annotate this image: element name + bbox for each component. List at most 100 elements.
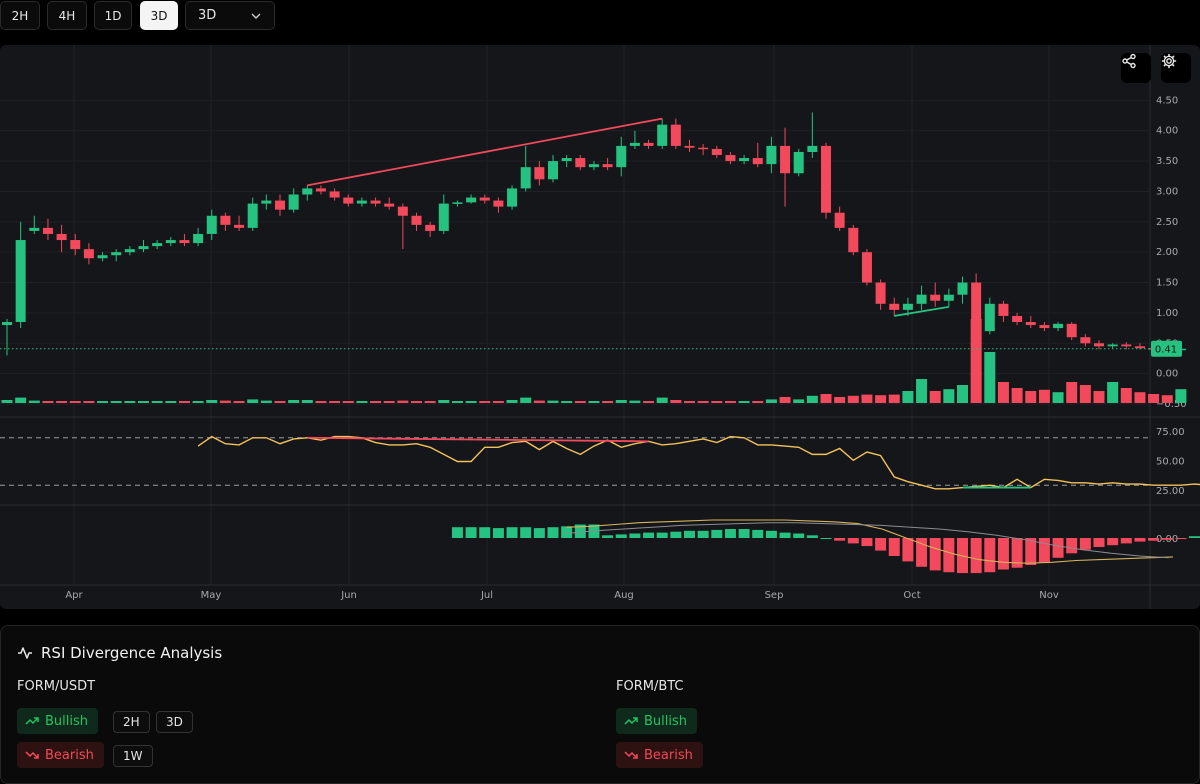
volume-bar (233, 401, 245, 403)
candle-body (629, 142, 640, 146)
candle-body (725, 155, 736, 162)
macd-histogram-bar (643, 532, 655, 538)
candle-body (15, 240, 26, 323)
macd-histogram-bar (984, 538, 996, 573)
candle-body (861, 252, 872, 283)
rsi-tick-label: 25.00 (1156, 486, 1185, 497)
candle-body (288, 194, 299, 210)
candle-body (1039, 325, 1050, 329)
volume-bar (724, 401, 736, 403)
volume-bar (1052, 392, 1064, 403)
volume-bar (943, 389, 955, 403)
timeframe-2h-button[interactable]: 2H (0, 1, 40, 30)
candle-body (548, 161, 558, 180)
volume-bar (643, 401, 655, 403)
macd-histogram-bar (506, 527, 518, 538)
candle-body (479, 197, 490, 201)
candle-body (520, 167, 531, 189)
candlestick-chart[interactable]: Apr May Jun Jul Aug Sep Oct Nov 4.50 4.00 3.50 3.00… (0, 45, 1200, 609)
macd-histogram-bar (793, 533, 805, 538)
y-tick-label: 1.50 (1156, 278, 1178, 289)
candle-body (1121, 344, 1132, 347)
candle-body (807, 145, 818, 152)
bullish-timeframe-chip[interactable]: 2H (113, 711, 150, 733)
y-tick-label: 1.00 (1156, 308, 1178, 319)
volume-bar (875, 395, 887, 403)
bearish-badge-form-btc[interactable]: Bearish (616, 742, 703, 768)
candle-body (971, 282, 982, 332)
volume-bar (1038, 389, 1050, 403)
x-tick-label: May (201, 590, 222, 601)
candle-body (261, 200, 272, 204)
macd-histogram-bar (684, 530, 695, 538)
bullish-badge-form-btc[interactable]: Bullish (616, 708, 698, 734)
volume-bar (574, 401, 586, 403)
x-tick-label: Jun (340, 590, 357, 601)
volume-bar (916, 379, 928, 403)
macd-histogram-bar (1161, 538, 1173, 540)
pair-name-form-usdt: FORM/USDT (17, 679, 96, 694)
candle-body (397, 206, 408, 216)
share-button[interactable] (1121, 53, 1151, 83)
volume-bar (1066, 382, 1078, 403)
card-title: RSI Divergence Analysis (17, 642, 222, 664)
y-tick-label: 4.50 (1156, 95, 1178, 106)
volume-bar (451, 401, 463, 403)
bullish-timeframe-chip[interactable]: 3D (156, 711, 193, 733)
bearish-label: Bearish (45, 747, 94, 763)
volume-bar (479, 401, 491, 403)
candle-body (1066, 323, 1077, 338)
rsi-line (197, 435, 1200, 490)
candle-body (930, 294, 941, 301)
price-chart-panel[interactable]: Apr May Jun Jul Aug Sep Oct Nov 4.50 4.00 3.50 3.00… (0, 45, 1200, 609)
candle-body (124, 249, 135, 253)
macd-histogram-bar (547, 527, 559, 538)
volume-bar (151, 401, 163, 403)
volume-bar (138, 401, 149, 403)
volume-bar (561, 401, 573, 403)
volume-bar (424, 401, 436, 403)
timeframe-select[interactable]: 3D (185, 1, 275, 30)
candle-body (152, 243, 163, 247)
x-tick-label: Jul (480, 590, 493, 601)
candle-body (97, 255, 108, 259)
pair-name-form-btc: FORM/BTC (616, 679, 684, 694)
macd-histogram-bar (970, 538, 982, 574)
candle-body (356, 200, 367, 204)
volume-bar (834, 397, 846, 403)
volume-bar (847, 395, 859, 403)
candle-body (943, 294, 954, 301)
y-tick-label: 3.00 (1156, 186, 1178, 197)
bearish-timeframe-chip[interactable]: 1W (113, 745, 153, 767)
macd-histogram-bar (615, 534, 627, 538)
volume-bar (984, 352, 996, 403)
x-tick-label: Aug (614, 590, 634, 601)
volume-bar (83, 401, 95, 403)
candle-body (984, 303, 995, 332)
volume-bar (684, 401, 695, 403)
volume-bar (260, 400, 272, 403)
bearish-badge-form-usdt[interactable]: Bearish (17, 742, 104, 768)
timeframe-3d-button[interactable]: 3D (140, 1, 178, 30)
volume-bar (165, 401, 177, 403)
bullish-badge-form-usdt[interactable]: Bullish (17, 708, 99, 734)
settings-button[interactable] (1161, 53, 1191, 83)
volume-bar (902, 391, 914, 403)
last-price-tag (1151, 340, 1182, 357)
volume-bar (69, 401, 81, 403)
card-title-text: RSI Divergence Analysis (41, 644, 223, 662)
macd-histogram-bar (1175, 538, 1187, 539)
macd-histogram-bar (834, 538, 846, 541)
volume-bar (288, 400, 300, 403)
macd-signal-line (566, 522, 1169, 559)
macd-histogram-bar (916, 538, 928, 567)
bearish-label: Bearish (644, 747, 693, 763)
macd-histogram-bar (1025, 538, 1037, 565)
volume-bar (342, 401, 354, 403)
candle-body (698, 147, 709, 150)
timeframe-1d-button[interactable]: 1D (94, 1, 132, 30)
timeframe-4h-button[interactable]: 4H (47, 1, 87, 30)
macd-histogram-bar (629, 533, 641, 538)
macd-histogram-bar (888, 538, 900, 556)
volume-bar (779, 397, 791, 403)
